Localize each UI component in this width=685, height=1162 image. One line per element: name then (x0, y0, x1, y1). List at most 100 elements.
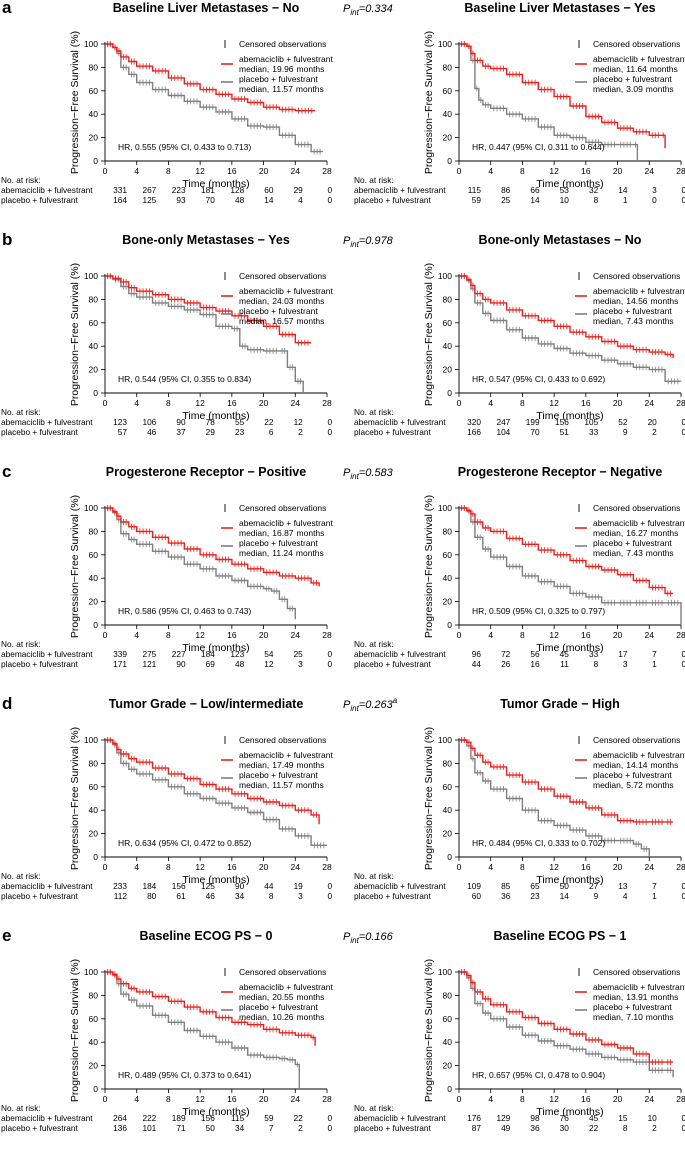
placebo-median-text: median, 16.57 months (239, 316, 324, 326)
y-tick-label: 60 (89, 1014, 99, 1024)
risk-row-label-placebo: placebo + fulvestrant (1, 195, 78, 205)
p-symbol: P (343, 3, 351, 15)
x-axis-label: Time (months) (182, 1106, 249, 1118)
risk-count-abema: 10 (648, 1113, 658, 1123)
risk-count-placebo: 60 (472, 891, 482, 901)
y-tick-label: 60 (443, 550, 453, 560)
censor-legend-text: Censored observations (239, 39, 326, 49)
risk-row-label-placebo: placebo + fulvestrant (1, 659, 78, 669)
x-tick-label: 28 (676, 1094, 685, 1104)
x-tick-label: 24 (291, 630, 301, 640)
y-tick-label: 80 (443, 62, 453, 72)
x-tick-label: 16 (227, 1094, 237, 1104)
risk-count-abema: 115 (231, 1113, 245, 1123)
median-unit: months (297, 528, 325, 538)
x-tick-label: 24 (291, 1094, 301, 1104)
risk-row-label-placebo: placebo + fulvestrant (354, 427, 431, 437)
abema-legend-label: abemaciclib + fulvestrant (593, 286, 685, 296)
panel-title: Bone-only Metastases − Yes (122, 233, 290, 247)
x-tick-label: 28 (676, 630, 685, 640)
y-tick-label: 0 (93, 620, 98, 630)
risk-count-placebo: 80 (147, 891, 157, 901)
x-tick-label: 8 (166, 1094, 171, 1104)
risk-count-placebo: 46 (206, 891, 216, 901)
risk-row-label-placebo: placebo + fulvestrant (354, 891, 431, 901)
abema-median-text: median, 19.96 months (239, 64, 324, 74)
y-tick-label: 0 (447, 156, 452, 166)
risk-count-placebo: 0 (327, 659, 332, 669)
panel-title: Baseline Liver Metastases − No (113, 1, 300, 15)
x-tick-label: 8 (520, 166, 525, 176)
p-value: =0.978 (359, 235, 394, 247)
placebo-legend-label: placebo + fulvestrant (239, 74, 318, 84)
censor-legend-text: Censored observations (593, 503, 680, 513)
risk-count-placebo: 93 (176, 195, 186, 205)
median-prefix: median, (593, 84, 623, 94)
risk-count-abema: 184 (142, 881, 156, 891)
median-prefix: median, (239, 992, 269, 1002)
abema-median-text: median, 14.14 months (593, 760, 678, 770)
y-axis-label: Progression−Free Survival (%) (69, 727, 81, 870)
risk-count-placebo: 164 (113, 195, 127, 205)
risk-count-placebo: 37 (176, 427, 186, 437)
y-tick-label: 60 (443, 318, 453, 328)
risk-count-abema: 199 (526, 417, 540, 427)
placebo-median-text: median, 11.57 months (239, 84, 324, 94)
risk-count-abema: 56 (530, 649, 540, 659)
risk-count-placebo: 0 (681, 1123, 685, 1133)
x-tick-label: 16 (227, 398, 237, 408)
x-tick-label: 16 (227, 630, 237, 640)
placebo-median-value: 11.24 (272, 548, 293, 558)
risk-row-label-abema: abemaciclib + fulvestrant (1, 649, 93, 659)
y-axis-label: Progression−Free Survival (%) (69, 263, 81, 406)
risk-count-abema: 45 (560, 649, 570, 659)
median-unit: months (297, 992, 325, 1002)
y-tick-label: 100 (438, 39, 452, 49)
y-tick-label: 20 (89, 365, 99, 375)
risk-count-abema: 85 (501, 881, 511, 891)
risk-count-abema: 25 (294, 649, 304, 659)
x-tick-label: 12 (549, 166, 559, 176)
placebo-legend-label: placebo + fulvestrant (593, 306, 672, 316)
placebo-median-text: median, 3.09 months (593, 84, 674, 94)
hazard-ratio-text: HR, 0.586 (95% CI, 0.463 to 0.743) (118, 606, 251, 616)
risk-count-placebo: 4 (623, 891, 628, 901)
placebo-median-value: 7.10 (626, 1012, 643, 1022)
median-unit: months (651, 296, 679, 306)
abema-median-value: 14.14 (626, 760, 648, 770)
median-prefix: median, (593, 760, 623, 770)
x-tick-label: 4 (134, 398, 139, 408)
median-unit: months (296, 84, 324, 94)
risk-count-placebo: 16 (530, 659, 540, 669)
y-tick-label: 80 (89, 62, 99, 72)
risk-count-abema: 12 (294, 417, 304, 427)
abema-median-value: 16.87 (272, 528, 294, 538)
median-prefix: median, (239, 760, 269, 770)
x-tick-label: 0 (457, 862, 462, 872)
risk-count-abema: 0 (681, 649, 685, 659)
x-tick-label: 12 (549, 398, 559, 408)
risk-row-label-abema: abemaciclib + fulvestrant (354, 649, 446, 659)
x-tick-label: 20 (613, 1094, 623, 1104)
x-tick-label: 8 (166, 630, 171, 640)
hazard-ratio-text: HR, 0.447 (95% CI, 0.311 to 0.644) (472, 142, 605, 152)
x-tick-label: 16 (581, 862, 591, 872)
risk-count-placebo: 166 (467, 427, 481, 437)
risk-count-abema: 0 (681, 417, 685, 427)
risk-row-label-abema: abemaciclib + fulvestrant (354, 881, 446, 891)
risk-count-placebo: 3 (298, 659, 303, 669)
median-prefix: median, (593, 528, 623, 538)
abema-km-curve (459, 971, 674, 1063)
x-tick-label: 12 (195, 166, 205, 176)
risk-row-label-abema: abemaciclib + fulvestrant (354, 1113, 446, 1123)
y-tick-label: 20 (89, 597, 99, 607)
risk-count-placebo: 23 (530, 891, 540, 901)
abema-median-text: median, 13.91 months (593, 992, 678, 1002)
risk-count-abema: 0 (681, 1113, 685, 1123)
p-subscript: int (350, 472, 359, 481)
abema-median-value: 14.56 (626, 296, 648, 306)
x-tick-label: 20 (259, 166, 269, 176)
risk-count-abema: 3 (652, 185, 657, 195)
risk-count-abema: 0 (327, 1113, 332, 1123)
